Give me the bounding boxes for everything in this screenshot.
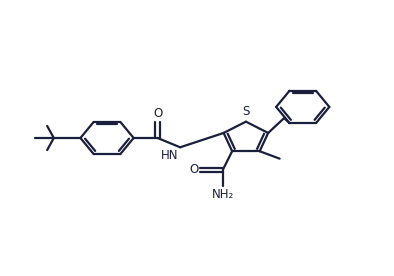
Text: O: O (153, 107, 162, 120)
Text: HN: HN (161, 149, 178, 162)
Text: NH₂: NH₂ (212, 188, 234, 201)
Text: O: O (189, 163, 198, 176)
Text: S: S (242, 105, 249, 118)
